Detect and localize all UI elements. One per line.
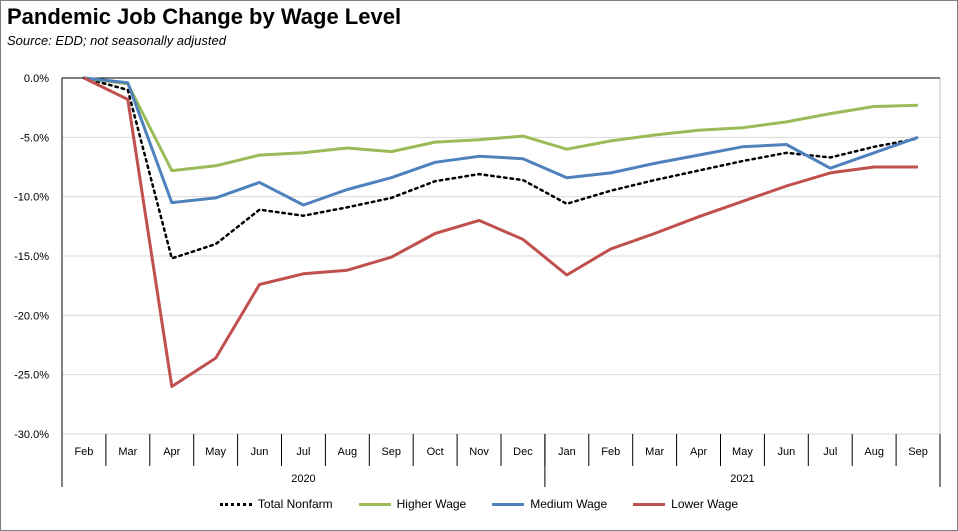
chart-title: Pandemic Job Change by Wage Level — [7, 4, 402, 29]
x-tick-label: Jun — [251, 446, 269, 458]
x-tick-label: Jan — [558, 446, 576, 458]
legend-swatch-lower-wage — [633, 502, 666, 506]
x-tick-label: Apr — [690, 446, 707, 458]
x-tick-label: Dec — [513, 446, 533, 458]
year-label: 2021 — [730, 473, 754, 485]
x-tick-label: Aug — [864, 446, 884, 458]
legend-item-medium-wage: Medium Wage — [492, 497, 607, 511]
series-line-higher-wage — [83, 76, 919, 173]
x-tick-label: Apr — [163, 446, 180, 458]
year-label: 2020 — [291, 473, 315, 485]
legend-label-higher-wage: Higher Wage — [396, 497, 467, 511]
series-line-total-nonfarm — [82, 76, 920, 260]
legend-item-higher-wage: Higher Wage — [358, 497, 467, 511]
x-tick-label: Mar — [118, 446, 137, 458]
legend-swatch-higher-wage — [358, 502, 391, 506]
x-tick-label: Jul — [823, 446, 837, 458]
x-tick-label: Feb — [601, 446, 620, 458]
legend-item-total-nonfarm: Total Nonfarm — [219, 497, 333, 511]
legend-swatch-total-nonfarm — [219, 502, 252, 506]
chart-subtitle: Source: EDD; not seasonally adjusted — [7, 33, 226, 48]
x-tick-label: Oct — [427, 446, 444, 458]
x-tick-label: May — [205, 446, 226, 458]
legend-label-total-nonfarm: Total Nonfarm — [257, 497, 333, 511]
x-tick-label: Sep — [908, 446, 928, 458]
x-tick-label: Sep — [381, 446, 401, 458]
series-line-medium-wage — [83, 76, 919, 207]
legend-label-medium-wage: Medium Wage — [530, 497, 608, 511]
legend-label-lower-wage: Lower Wage — [671, 497, 739, 511]
x-tick-label: Feb — [74, 446, 93, 458]
y-tick-label: -30.0% — [14, 429, 49, 441]
legend-swatch-medium-wage — [492, 502, 525, 506]
y-tick-label: -15.0% — [14, 251, 49, 263]
y-tick-label: -25.0% — [14, 370, 49, 382]
legend-item-lower-wage: Lower Wage — [633, 497, 738, 511]
x-tick-label: Mar — [645, 446, 664, 458]
y-tick-label: 0.0% — [24, 73, 49, 85]
x-tick-label: Jun — [777, 446, 795, 458]
x-tick-label: Aug — [338, 446, 358, 458]
series-line-lower-wage — [83, 76, 918, 388]
y-tick-label: -20.0% — [14, 310, 49, 322]
x-tick-label: Jul — [296, 446, 310, 458]
x-tick-label: Nov — [469, 446, 489, 458]
y-tick-label: -10.0% — [14, 192, 49, 204]
y-tick-label: -5.0% — [20, 132, 49, 144]
x-tick-label: May — [732, 446, 753, 458]
chart-legend: Total Nonfarm Higher Wage Medium Wage Lo… — [0, 497, 958, 511]
